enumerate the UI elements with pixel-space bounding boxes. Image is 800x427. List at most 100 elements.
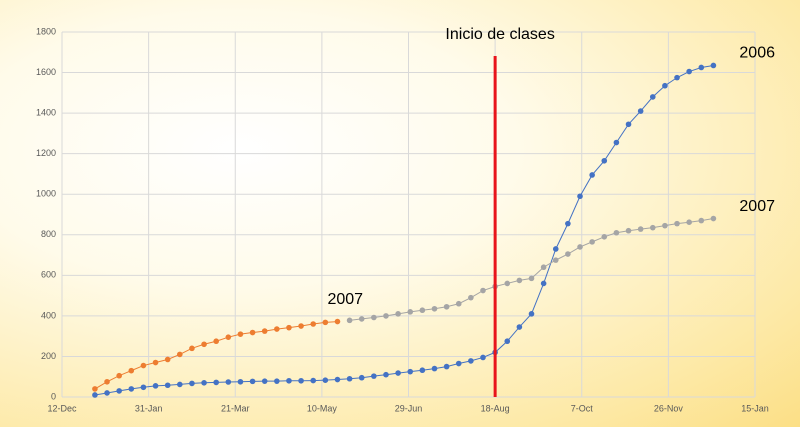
y-tick-label: 600 (41, 270, 56, 280)
data-point (431, 305, 438, 312)
data-point (116, 388, 122, 394)
x-tick-label: 21-Mar (221, 403, 250, 413)
data-point (565, 220, 571, 227)
data-point (577, 244, 583, 250)
x-tick-label: 29-Jun (395, 403, 423, 413)
data-point (286, 324, 292, 331)
y-tick-label: 200 (41, 351, 56, 361)
data-point (589, 239, 595, 245)
data-point (528, 311, 535, 317)
data-point (540, 264, 547, 271)
data-point (395, 311, 401, 317)
data-point (310, 321, 317, 327)
data-point (358, 374, 365, 381)
data-point (407, 368, 414, 375)
data-point (164, 382, 171, 389)
data-point (516, 324, 523, 330)
data-point (480, 354, 486, 361)
x-tick-label: 18-Aug (481, 403, 510, 413)
data-point (322, 377, 329, 383)
data-point (443, 303, 450, 310)
data-point (177, 381, 183, 388)
data-point (274, 378, 280, 384)
data-point (649, 94, 656, 100)
y-tick-label: 1600 (36, 67, 56, 77)
data-point (189, 345, 195, 352)
data-point (164, 356, 171, 363)
x-tick-label: 26-Nov (654, 403, 684, 413)
x-tick-label: 31-Jan (135, 403, 163, 413)
series-line (94, 64, 714, 396)
data-point (249, 329, 256, 336)
data-point (625, 121, 632, 128)
data-point (261, 378, 268, 384)
data-point (649, 224, 656, 231)
data-point (686, 68, 692, 75)
data-point (104, 378, 110, 385)
data-point (177, 351, 183, 358)
data-point (225, 334, 232, 340)
data-point (237, 378, 244, 385)
y-tick-label: 400 (41, 310, 56, 320)
data-point (286, 377, 292, 384)
data-point (383, 371, 389, 378)
data-point (116, 372, 122, 379)
data-point (140, 362, 147, 369)
data-point (213, 379, 219, 386)
series-line (349, 218, 714, 321)
data-point (237, 331, 244, 337)
data-point (346, 375, 353, 382)
data-point (334, 376, 341, 383)
data-point (613, 139, 620, 146)
data-point (662, 222, 668, 229)
data-point (698, 217, 705, 224)
data-point (589, 172, 595, 178)
data-point (249, 378, 256, 385)
data-point (504, 338, 511, 345)
data-point (261, 328, 268, 334)
data-point (710, 62, 717, 69)
y-tick-label: 800 (41, 229, 56, 239)
y-tick-label: 1200 (36, 148, 56, 158)
data-point (443, 363, 450, 370)
data-point (625, 227, 632, 234)
data-point (468, 358, 474, 364)
data-point (104, 390, 110, 396)
data-point (504, 280, 511, 287)
data-point (455, 360, 462, 367)
data-point (698, 64, 705, 71)
data-point (225, 379, 232, 385)
series-label: 2007 (739, 198, 775, 215)
data-point (480, 287, 486, 294)
data-point (431, 365, 438, 372)
x-tick-label: 10-May (307, 403, 338, 413)
x-tick-label: 12-Dec (47, 403, 77, 413)
data-point (565, 251, 571, 257)
data-point (407, 309, 414, 315)
data-point (92, 392, 98, 398)
data-point (92, 386, 98, 392)
data-point (298, 323, 304, 329)
y-tick-label: 0 (51, 391, 56, 401)
series-label: 2006 (739, 45, 775, 62)
data-point (662, 82, 668, 89)
data-point (298, 377, 304, 384)
data-point (601, 234, 608, 240)
data-point (128, 386, 135, 392)
data-point (516, 277, 523, 284)
data-point (395, 370, 401, 376)
data-point (189, 380, 195, 387)
series-label: 2007 (327, 291, 363, 308)
data-point (686, 219, 692, 226)
y-tick-label: 1800 (36, 26, 56, 36)
data-point (577, 193, 583, 200)
y-tick-label: 1000 (36, 189, 56, 199)
data-point (322, 319, 329, 326)
data-point (152, 359, 159, 366)
data-point (346, 317, 353, 324)
data-point (613, 229, 620, 236)
data-point (140, 384, 147, 391)
data-point (201, 341, 207, 348)
data-point (274, 326, 280, 332)
